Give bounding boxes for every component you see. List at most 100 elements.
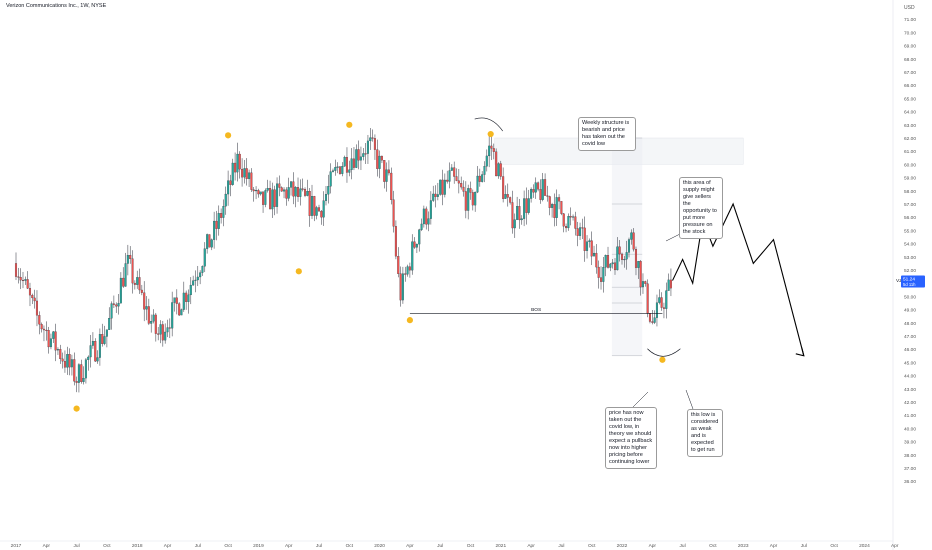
candle-body [499,163,502,177]
candle-body [210,239,213,248]
candle-body [371,137,374,139]
time-tick-label: Oct [103,543,111,549]
time-tick-label: 2022 [617,543,628,549]
candle-body [476,175,479,193]
candle-body [341,166,344,174]
candle-body [31,294,34,299]
time-tick-label: 2018 [132,543,143,549]
candle-body [408,266,411,271]
candle-body [525,198,528,213]
candle-body [427,218,430,225]
candle-body [231,162,234,185]
annotation-covid-low[interactable]: price has now taken out the covid low, i… [605,407,657,469]
candle-body [492,148,495,152]
last-price-tag[interactable] [901,275,925,288]
candle-body [436,194,439,197]
candle-body [639,261,642,288]
candle-body [348,169,351,173]
candle-body [161,324,164,341]
candle-body [662,307,665,309]
candle-body [532,189,535,193]
candle-body [278,183,281,188]
candle-body [255,190,258,192]
candle-body [357,149,360,161]
annotation-supply-area[interactable]: this area of supply might give sellers t… [679,177,723,239]
candle-body [175,297,178,304]
candle-body [87,356,90,360]
candle-body [152,314,155,322]
price-tick-label: 50.00 [904,294,916,300]
price-tick-label: 37.00 [904,466,916,472]
candle-body [422,208,425,225]
candle-body [110,303,113,319]
projection-arrowhead [795,347,805,357]
time-tick-label: Jul [195,543,201,549]
candle-body [250,172,253,190]
price-tick-label: 48.00 [904,321,916,327]
candle-body [105,329,108,337]
candle-body [579,227,582,236]
price-tick-label: 43.00 [904,387,916,393]
time-tick-label: 2017 [11,543,22,549]
candle-body [171,302,174,329]
candle-body [70,359,73,368]
candle-body [637,261,640,268]
candle-body [271,189,274,210]
price-tick-label: 71.00 [904,17,916,23]
candle-body [613,262,617,271]
candle-body [502,176,505,199]
candle-body [590,240,593,257]
candle-body [306,191,309,196]
time-axis[interactable]: 2017 Apr Jul Oct 2018 Apr Jul Oct 2019 Apr Jul Oct 2… [0,540,899,549]
candle-body [201,266,204,273]
candle-body [322,200,325,218]
candle-body [136,277,139,285]
annotation-weak-low[interactable]: this low is considered as weak and is ex… [687,409,723,457]
candle-body [26,279,29,289]
price-tick-label: 52.00 [904,268,916,274]
projection-path[interactable] [672,202,805,356]
candle-body [203,248,206,267]
candle-body [222,206,225,218]
candle-body [54,331,57,351]
candle-body [553,204,556,218]
swing-point-dot [295,268,302,275]
price-tick-label: 55.00 [904,228,916,234]
candle-body [467,188,470,211]
annotation-weekly-structure[interactable]: Weekly structure is bearish and price ha… [578,117,636,151]
candle-body [338,166,342,174]
candle-body [413,241,416,248]
candle-body [215,220,218,229]
price-tick-label: 58.00 [904,189,916,195]
candle-body [157,333,160,335]
candle-body [317,207,321,212]
candle-body [131,258,134,284]
price-tick-label: 38.00 [904,453,916,459]
candle-body [599,277,603,282]
time-tick-label: Jul [801,543,807,549]
time-tick-label: Oct [467,543,475,549]
time-tick-label: Jul [437,543,443,549]
candle-body [220,213,223,218]
time-tick-label: Oct [830,543,838,549]
candle-body [448,170,451,182]
candle-body [308,191,311,216]
candle-body [47,330,50,348]
candle-body [252,189,255,192]
candle-body [315,207,318,216]
candles-layer [14,128,672,393]
candle-body [376,149,379,169]
candle-body [285,189,288,199]
candle-body [625,252,628,260]
candle-body [383,160,386,182]
candle-body [373,138,376,150]
annotation-connector [685,389,694,410]
time-tick-label: Apr [770,543,778,549]
candle-body [126,255,129,264]
candle-body [558,197,561,202]
candle-body [229,180,232,185]
time-tick-label: Apr [891,543,899,549]
price-axis[interactable]: USD 71.00 70.00 69.00 68.00 67.00 66.00 65.00 64… [892,0,925,550]
time-tick-label: 2023 [738,543,749,549]
